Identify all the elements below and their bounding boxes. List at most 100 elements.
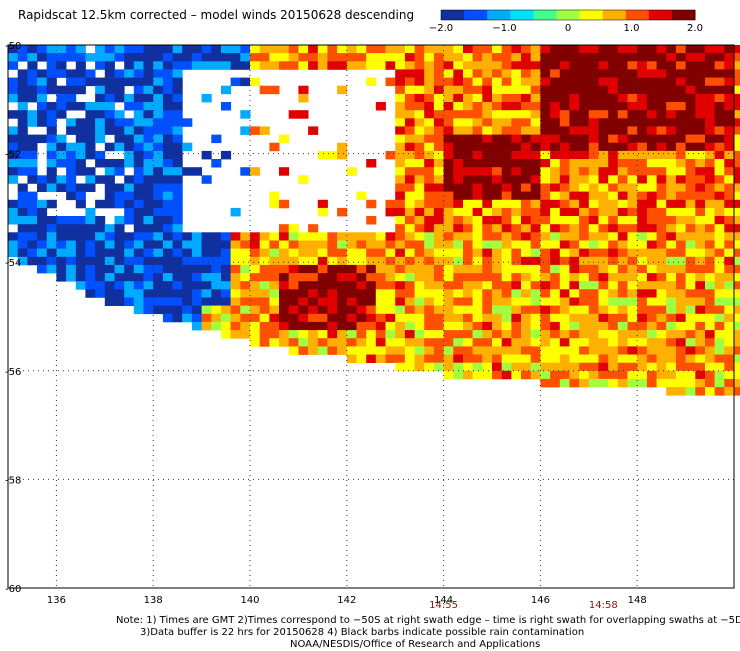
heatmap-cell: [143, 85, 154, 95]
heatmap-cell: [153, 273, 164, 282]
heatmap-cell: [501, 93, 512, 103]
heatmap-cell: [124, 102, 135, 111]
heatmap-cell: [656, 240, 667, 249]
heatmap-cell: [463, 61, 474, 70]
heatmap-cell: [627, 175, 638, 184]
x-tick-label: 146: [531, 595, 550, 606]
heatmap-cell: [104, 102, 115, 111]
heatmap-cell: [617, 142, 628, 152]
heatmap-cell: [540, 281, 551, 290]
heatmap-cell: [569, 77, 580, 87]
x-tick-label: 142: [337, 595, 356, 606]
heatmap-cell: [501, 313, 512, 323]
heatmap-cell: [695, 289, 706, 298]
heatmap-cell: [356, 45, 367, 54]
heatmap-cell: [521, 61, 532, 70]
heatmap-cell: [453, 150, 464, 160]
heatmap-cell: [637, 370, 648, 380]
heatmap-cell: [443, 142, 454, 152]
heatmap-cell: [414, 256, 425, 266]
heatmap-cell: [230, 232, 241, 241]
heatmap-cell: [356, 313, 367, 323]
heatmap-cell: [114, 281, 125, 290]
heatmap-cell: [559, 53, 570, 62]
heatmap-cell: [162, 248, 173, 258]
heatmap-cell: [279, 256, 290, 266]
heatmap-cell: [734, 313, 740, 323]
heatmap-cell: [550, 240, 561, 249]
heatmap-cell: [492, 232, 503, 241]
heatmap-cell: [501, 199, 512, 209]
heatmap-cell: [259, 297, 270, 306]
heatmap-cell: [656, 45, 667, 54]
heatmap-cell: [521, 85, 532, 95]
heatmap-cell: [666, 142, 677, 152]
heatmap-cell: [27, 110, 38, 119]
heatmap-cell: [695, 102, 706, 111]
heatmap-cell: [511, 224, 522, 233]
heatmap-cell: [395, 69, 406, 78]
heatmap-cell: [85, 167, 96, 176]
heatmap-cell: [588, 346, 599, 355]
heatmap-cell: [550, 289, 561, 298]
heatmap-cell: [124, 297, 135, 306]
heatmap-cell: [530, 370, 541, 380]
heatmap-cell: [724, 207, 735, 217]
heatmap-cell: [404, 167, 415, 176]
heatmap-cell: [579, 45, 590, 54]
heatmap-cell: [433, 85, 444, 95]
heatmap-cell: [404, 281, 415, 290]
heatmap-cell: [695, 134, 706, 144]
heatmap-cell: [269, 289, 280, 298]
heatmap-cell: [143, 224, 154, 233]
heatmap-cell: [472, 207, 483, 217]
axis-ticks: 136 138 140 142 144 146 148-50-52-54-56-58-60: [5, 41, 647, 606]
heatmap-cell: [27, 240, 38, 249]
heatmap-cell: [588, 150, 599, 160]
heatmap-cell: [646, 321, 657, 331]
heatmap-cell: [482, 118, 493, 127]
colorbar-tick-label: 2.0: [687, 23, 703, 34]
heatmap-cell: [550, 362, 561, 372]
heatmap-cell: [346, 305, 357, 315]
heatmap-cell: [143, 45, 154, 54]
heatmap-cell: [153, 126, 164, 135]
heatmap-cell: [666, 134, 677, 144]
heatmap-cell: [366, 313, 377, 323]
heatmap-cell: [608, 224, 619, 233]
heatmap-cell: [104, 93, 115, 103]
heatmap-cell: [501, 330, 512, 339]
heatmap-cell: [617, 362, 628, 372]
heatmap-cell: [598, 175, 609, 184]
heatmap-cell: [463, 370, 474, 380]
heatmap-cell: [172, 150, 183, 160]
heatmap-cell: [201, 313, 212, 323]
heatmap-cell: [221, 150, 232, 160]
heatmap-cell: [540, 207, 551, 217]
heatmap-cell: [143, 240, 154, 249]
heatmap-cell: [656, 53, 667, 62]
heatmap-cell: [482, 305, 493, 315]
heatmap-cell: [56, 183, 67, 192]
heatmap-cell: [714, 45, 725, 54]
heatmap-cell: [162, 224, 173, 233]
heatmap-cell: [550, 232, 561, 241]
heatmap-cell: [433, 281, 444, 290]
heatmap-cell: [482, 273, 493, 282]
heatmap-cell: [559, 281, 570, 290]
heatmap-cell: [395, 93, 406, 103]
heatmap-cell: [56, 224, 67, 233]
heatmap-cell: [598, 370, 609, 380]
heatmap-cell: [375, 53, 386, 62]
heatmap-cell: [453, 159, 464, 168]
heatmap-cell: [375, 313, 386, 323]
heatmap-cell: [617, 224, 628, 233]
heatmap-cell: [627, 281, 638, 290]
heatmap-cell: [404, 53, 415, 62]
heatmap-cell: [463, 159, 474, 168]
heatmap-cell: [433, 346, 444, 355]
x-tick-label: 138: [144, 595, 163, 606]
heatmap-cell: [608, 45, 619, 54]
heatmap-cell: [482, 45, 493, 54]
heatmap-cell: [598, 85, 609, 95]
